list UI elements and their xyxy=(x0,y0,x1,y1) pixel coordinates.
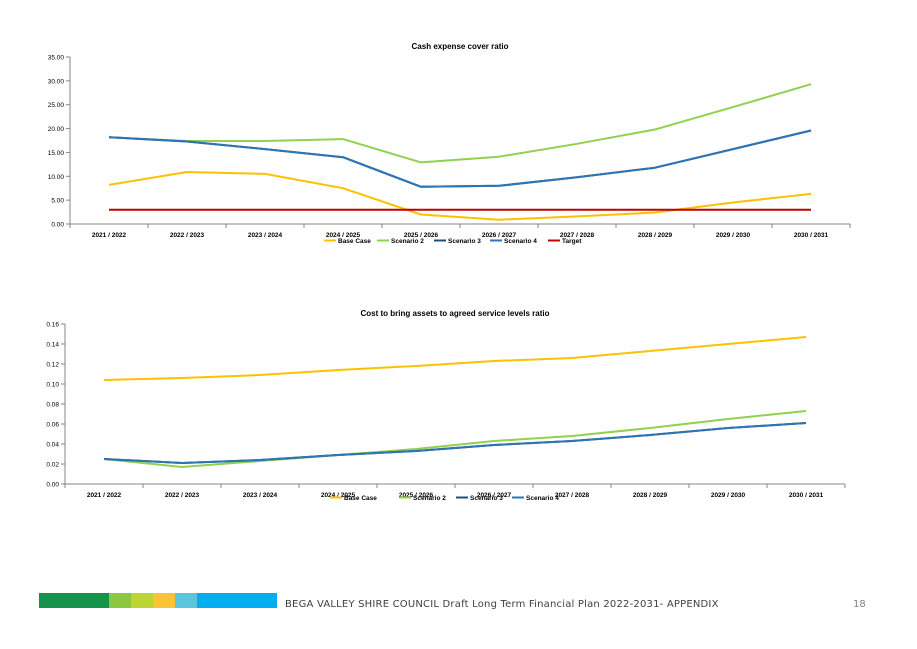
brand-swatch xyxy=(175,593,197,608)
series-line-scenario-4 xyxy=(103,422,807,464)
y-tick-label: 0.00 xyxy=(46,482,59,489)
series-line-scenario-3 xyxy=(103,422,807,464)
y-tick-label: 0.12 xyxy=(46,362,59,369)
brand-swatch xyxy=(153,593,175,608)
legend-item: Scenario 4 xyxy=(512,495,559,502)
legend-item: Target xyxy=(548,238,582,245)
legend-item: Base Case xyxy=(324,238,371,245)
x-tick-label: 2023 / 2024 xyxy=(248,232,283,239)
x-tick-label: 2022 / 2023 xyxy=(165,492,200,499)
x-tick-label: 2030 / 2031 xyxy=(794,232,829,239)
x-tick-label: 2023 / 2024 xyxy=(243,492,278,499)
y-tick-label: 35.00 xyxy=(48,55,65,62)
legend-label: Scenario 3 xyxy=(470,495,503,502)
brand-swatch xyxy=(109,593,131,608)
legend-label: Scenario 2 xyxy=(413,495,446,502)
x-tick-label: 2028 / 2029 xyxy=(638,232,673,239)
legend-item: Scenario 3 xyxy=(434,238,481,245)
legend-label: Scenario 2 xyxy=(391,238,424,245)
y-tick-label: 10.00 xyxy=(48,174,65,181)
page-number: 18 xyxy=(853,599,866,610)
chart-title: Cost to bring assets to agreed service l… xyxy=(361,309,550,318)
legend-label: Scenario 4 xyxy=(526,495,559,502)
x-tick-label: 2022 / 2023 xyxy=(170,232,205,239)
series-line-base-case xyxy=(108,171,812,221)
asset-service-level-ratio-chart: Cost to bring assets to agreed service l… xyxy=(46,309,846,502)
legend-label: Base Case xyxy=(344,495,377,502)
y-tick-label: 0.02 xyxy=(46,462,59,469)
y-tick-label: 0.16 xyxy=(46,322,59,329)
legend-label: Base Case xyxy=(338,238,371,245)
y-tick-label: 5.00 xyxy=(51,198,64,205)
x-tick-label: 2027 / 2028 xyxy=(555,492,590,499)
series-line-base-case xyxy=(103,336,807,381)
brand-swatch xyxy=(197,593,277,608)
legend-item: Scenario 2 xyxy=(399,495,446,502)
y-tick-label: 25.00 xyxy=(48,102,65,109)
x-tick-label: 2024 / 2025 xyxy=(321,492,356,499)
x-tick-label: 2025 / 2026 xyxy=(399,492,434,499)
x-tick-label: 2028 / 2029 xyxy=(633,492,668,499)
footer-text: BEGA VALLEY SHIRE COUNCIL Draft Long Ter… xyxy=(285,599,719,610)
y-tick-label: 0.10 xyxy=(46,382,59,389)
legend-label: Scenario 3 xyxy=(448,238,481,245)
x-tick-label: 2030 / 2031 xyxy=(789,492,824,499)
y-tick-label: 0.08 xyxy=(46,402,59,409)
y-tick-label: 15.00 xyxy=(48,150,65,157)
x-tick-label: 2024 / 2025 xyxy=(326,232,361,239)
legend-label: Scenario 4 xyxy=(504,238,537,245)
series-line-scenario-2 xyxy=(108,83,812,164)
cash-expense-cover-chart: Cash expense cover ratio 0.00 5.00 10.00 15.… xyxy=(48,42,851,245)
x-tick-label: 2029 / 2030 xyxy=(711,492,746,499)
x-tick-label: 2026 / 2027 xyxy=(482,232,517,239)
brand-swatch xyxy=(131,593,153,608)
series-line-scenario-2 xyxy=(103,410,807,468)
y-tick-label: 20.00 xyxy=(48,126,65,133)
legend-item: Scenario 3 xyxy=(456,495,503,502)
brand-swatch xyxy=(39,593,109,608)
x-tick-label: 2027 / 2028 xyxy=(560,232,595,239)
y-tick-label: 0.14 xyxy=(46,342,59,349)
y-tick-label: 0.04 xyxy=(46,442,59,449)
chart-title: Cash expense cover ratio xyxy=(412,42,509,51)
y-tick-label: 0.00 xyxy=(51,222,64,229)
x-tick-label: 2021 / 2022 xyxy=(92,232,127,239)
x-tick-label: 2029 / 2030 xyxy=(716,232,751,239)
series-line-scenario-4 xyxy=(108,129,812,188)
y-tick-label: 30.00 xyxy=(48,78,65,85)
legend-item: Base Case xyxy=(330,495,377,502)
x-tick-label: 2025 / 2026 xyxy=(404,232,439,239)
brand-color-bar xyxy=(39,593,277,608)
legend-item: Scenario 2 xyxy=(377,238,424,245)
x-tick-label: 2026 / 2027 xyxy=(477,492,512,499)
x-tick-label: 2021 / 2022 xyxy=(87,492,122,499)
legend-label: Target xyxy=(562,238,582,245)
legend-item: Scenario 4 xyxy=(490,238,537,245)
y-tick-label: 0.06 xyxy=(46,422,59,429)
